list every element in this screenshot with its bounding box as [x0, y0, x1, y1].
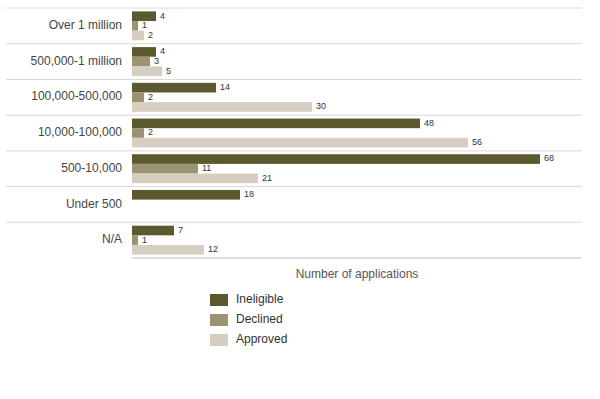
- bars: [132, 11, 540, 254]
- category-label: 10,000-100,000: [38, 125, 122, 139]
- group-separator: [6, 79, 582, 80]
- bar: [132, 102, 312, 112]
- y-tick-labels: N/A Under 500 500-10,000 10,000-100,000 100,…: [31, 18, 123, 246]
- data-label: 2: [148, 92, 153, 102]
- bar: [132, 119, 420, 129]
- group-separator: [6, 8, 582, 9]
- legend-label: Declined: [236, 312, 283, 326]
- bar: [132, 92, 144, 102]
- data-label: 21: [262, 173, 272, 183]
- legend-label: Approved: [236, 332, 287, 346]
- legend-swatch: [210, 334, 228, 346]
- bar: [132, 138, 468, 148]
- bar: [132, 190, 240, 200]
- bar: [132, 31, 144, 41]
- bar: [132, 57, 150, 67]
- category-label: 100,000-500,000: [31, 89, 122, 103]
- legend-swatch: [210, 294, 228, 306]
- group-separator: [6, 115, 582, 116]
- group-separator: [6, 150, 582, 151]
- group-separator: [6, 43, 582, 44]
- chart-container: N/A Under 500 500-10,000 10,000-100,000 100,…: [0, 0, 600, 399]
- data-label: 56: [472, 137, 482, 147]
- data-label: 48: [424, 118, 434, 128]
- data-label: 3: [154, 56, 159, 66]
- chart: N/A Under 500 500-10,000 10,000-100,000 100,…: [0, 0, 600, 399]
- bar: [132, 66, 162, 76]
- data-label: 11: [202, 163, 211, 173]
- legend: Ineligible Declined Approved: [210, 292, 287, 346]
- data-label: 2: [148, 127, 153, 137]
- data-label: 1: [142, 235, 147, 245]
- data-label: 1: [142, 20, 147, 30]
- data-label: 30: [316, 101, 326, 111]
- category-label: Over 1 million: [49, 18, 122, 32]
- bar: [132, 245, 204, 255]
- data-label: 2: [148, 30, 153, 40]
- bar: [132, 174, 258, 184]
- data-label: 5: [166, 66, 171, 76]
- legend-label: Ineligible: [236, 292, 284, 306]
- bar: [132, 128, 144, 138]
- data-label: 68: [544, 153, 554, 163]
- legend-swatch: [210, 314, 228, 326]
- data-label: 14: [220, 82, 230, 92]
- group-separator: [6, 186, 582, 187]
- bar: [132, 47, 156, 57]
- bar: [132, 226, 174, 236]
- category-label: 500-10,000: [61, 161, 122, 175]
- category-label: 500,000-1 million: [31, 54, 122, 68]
- category-label: N/A: [102, 232, 122, 246]
- bar: [132, 154, 540, 164]
- data-label: 18: [244, 189, 254, 199]
- bar: [132, 21, 138, 31]
- x-axis-label: Number of applications: [296, 267, 419, 281]
- separators: [6, 8, 582, 222]
- category-label: Under 500: [66, 197, 122, 211]
- data-label: 7: [178, 225, 183, 235]
- bar: [132, 83, 216, 93]
- bar: [132, 164, 198, 174]
- x-range-line: [132, 258, 582, 259]
- data-label: 12: [208, 244, 218, 254]
- bar: [132, 235, 138, 245]
- group-separator: [6, 222, 582, 223]
- data-label: 4: [160, 11, 165, 21]
- data-labels: 7186848144411122311221563052: [142, 11, 554, 255]
- bar: [132, 200, 133, 210]
- bar: [132, 209, 133, 219]
- data-label: 4: [160, 46, 165, 56]
